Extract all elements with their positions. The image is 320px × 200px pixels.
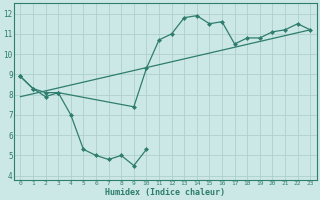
- X-axis label: Humidex (Indice chaleur): Humidex (Indice chaleur): [105, 188, 225, 197]
